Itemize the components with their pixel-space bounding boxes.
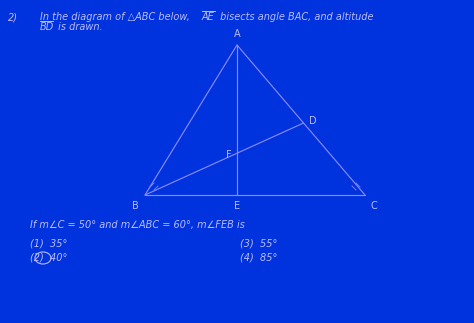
Text: F: F bbox=[227, 150, 232, 160]
Text: is drawn.: is drawn. bbox=[55, 22, 103, 32]
Text: bisects angle BAC, and altitude: bisects angle BAC, and altitude bbox=[217, 12, 374, 22]
Text: (3)  55°: (3) 55° bbox=[240, 238, 277, 248]
Text: D: D bbox=[309, 116, 316, 126]
Text: 2): 2) bbox=[8, 12, 18, 22]
Text: B: B bbox=[132, 201, 139, 211]
Text: (1)  35°: (1) 35° bbox=[30, 238, 67, 248]
Text: If m∠C = 50° and m∠ABC = 60°, m∠FEB is: If m∠C = 50° and m∠ABC = 60°, m∠FEB is bbox=[30, 220, 245, 230]
Text: (2)  40°: (2) 40° bbox=[30, 252, 67, 262]
Text: In the diagram of △ABC below,: In the diagram of △ABC below, bbox=[40, 12, 190, 22]
Text: A: A bbox=[234, 29, 240, 39]
Text: AE: AE bbox=[202, 12, 215, 22]
Text: E: E bbox=[234, 201, 240, 211]
Text: C: C bbox=[371, 201, 378, 211]
Text: (4)  85°: (4) 85° bbox=[240, 252, 277, 262]
Text: BD: BD bbox=[40, 22, 54, 32]
